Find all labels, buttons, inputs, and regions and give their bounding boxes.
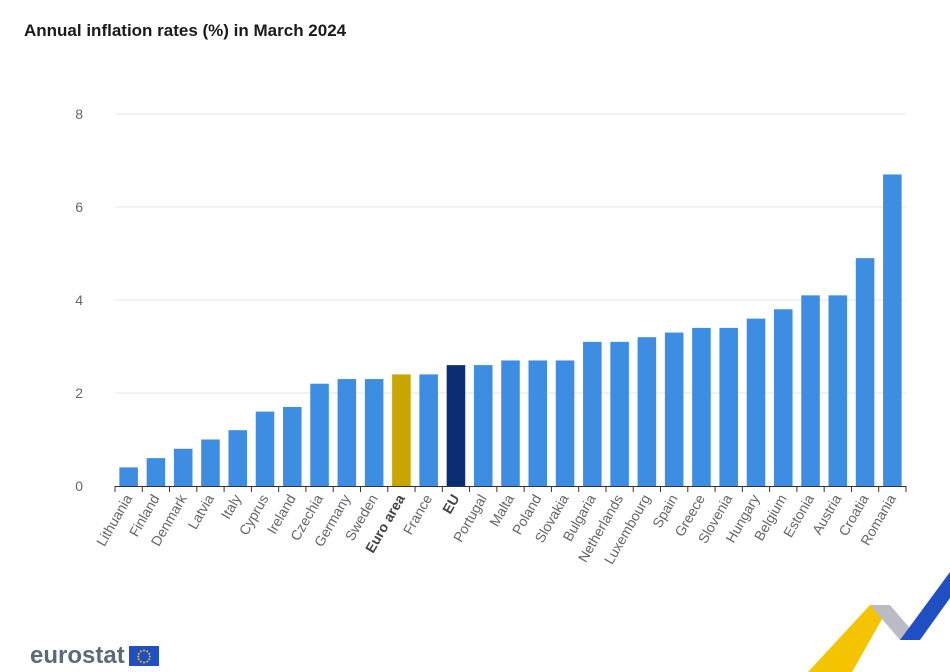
bar-estonia[interactable] xyxy=(801,295,820,486)
bar-sweden[interactable] xyxy=(364,379,384,486)
bar-portugal[interactable] xyxy=(473,365,493,486)
bar-greece[interactable] xyxy=(692,327,711,486)
y-tick-label: 2 xyxy=(75,385,83,401)
corner-decoration xyxy=(808,572,950,672)
y-tick-label: 6 xyxy=(75,199,83,215)
bar-france[interactable] xyxy=(419,374,438,486)
y-axis-ticks: 0 2 4 6 8 xyxy=(75,106,83,494)
bar-austria[interactable] xyxy=(828,295,848,486)
y-tick-label: 8 xyxy=(75,106,83,122)
bar-slovenia[interactable] xyxy=(719,327,738,486)
bar-bulgaria[interactable] xyxy=(583,341,602,486)
bar-cyprus[interactable] xyxy=(255,411,275,486)
bar-lithuania[interactable] xyxy=(119,467,138,486)
x-tick-label: Lithuania xyxy=(93,491,135,548)
bar-czechia[interactable] xyxy=(310,383,329,486)
chart-title: Annual inflation rates (%) in March 2024 xyxy=(24,21,347,40)
decor-blue-stripe xyxy=(900,572,950,640)
decor-yellow-stripe xyxy=(808,605,890,672)
bar-latvia[interactable] xyxy=(201,439,220,487)
bar-ireland[interactable] xyxy=(283,406,302,486)
bar-romania[interactable] xyxy=(883,174,902,486)
x-axis xyxy=(114,486,907,492)
bar-euro-area[interactable] xyxy=(392,374,411,486)
y-tick-label: 4 xyxy=(75,292,83,308)
bar-malta[interactable] xyxy=(501,360,520,486)
bar-eu[interactable] xyxy=(446,365,466,486)
bar-croatia[interactable] xyxy=(855,258,875,486)
bar-germany[interactable] xyxy=(337,379,357,486)
y-tick-label: 0 xyxy=(75,478,83,494)
bars xyxy=(119,174,902,487)
bar-poland[interactable] xyxy=(528,360,548,486)
bar-spain[interactable] xyxy=(664,332,684,486)
bar-netherlands[interactable] xyxy=(610,341,629,486)
eurostat-logo: eurostat xyxy=(30,644,159,668)
eu-flag-icon xyxy=(128,646,159,666)
bar-hungary[interactable] xyxy=(746,318,766,486)
bar-belgium[interactable] xyxy=(773,309,793,486)
bar-italy[interactable] xyxy=(228,430,248,486)
bar-denmark[interactable] xyxy=(173,448,193,486)
bar-slovakia[interactable] xyxy=(555,360,575,486)
x-tick-label: EU xyxy=(439,492,463,517)
x-tick-label: Italy xyxy=(218,492,245,522)
bar-finland[interactable] xyxy=(146,458,166,486)
x-tick-label: Latvia xyxy=(185,491,218,532)
logo-text: eurostat xyxy=(30,642,125,669)
bar-luxembourg[interactable] xyxy=(637,337,657,486)
